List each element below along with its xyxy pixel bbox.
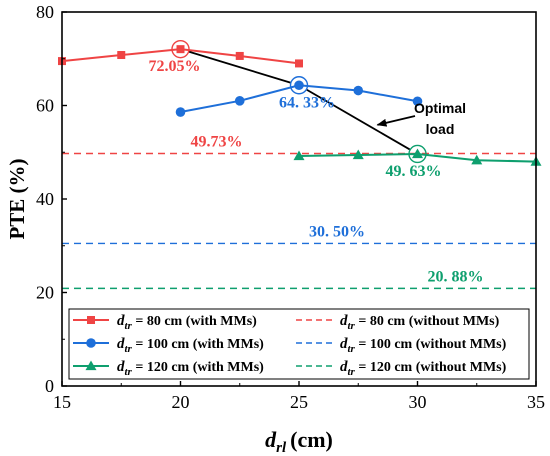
reference-label-0: 49.73% (191, 134, 243, 151)
legend-label-r2: dtr = 120 cm (without MMs) (340, 359, 507, 378)
optimal-value-label-0: 72.05% (149, 58, 201, 75)
legend-label-r0: dtr = 80 cm (without MMs) (340, 313, 500, 332)
optimal-value-label-1: 64. 33% (279, 94, 335, 111)
y-axis-title: PTE (%) (5, 158, 29, 239)
optimal-point-ring-0 (171, 39, 190, 59)
optimal-load-label-line1: Optimal (414, 100, 466, 116)
value-labels: 49.73% 30. 50% 20. 88% 72.05% 64. 33% 49. 63% (149, 58, 484, 285)
series-0-point-4 (295, 59, 303, 68)
x-tick-label-4: 35 (527, 392, 545, 412)
reference-label-1: 30. 50% (309, 223, 365, 240)
legend-label-s0: dtr = 80 cm (with MMs) (117, 313, 257, 332)
series-0-point-2 (176, 45, 185, 54)
series-2-point-3 (471, 154, 483, 165)
x-tick-label-0: 15 (53, 392, 71, 412)
series-2-point-2 (412, 148, 423, 159)
legend: dtr = 80 cm (with MMs) dtr = 100 cm (with… (68, 308, 530, 380)
optimal-value-label-2: 49. 63% (386, 163, 442, 180)
legend-marker-s2 (85, 360, 97, 371)
x-tick-label-1: 20 (172, 392, 190, 412)
legend-label-s1: dtr = 100 cm (with MMs) (117, 336, 264, 355)
optimal-load-arrow (376, 115, 416, 127)
x-tick-label-2: 25 (290, 392, 308, 412)
optimal-load-group: Optimal load (171, 39, 466, 164)
y-tick-label-2: 40 (36, 189, 54, 209)
legend-marker-s1 (86, 338, 96, 348)
y-tick-label-4: 80 (36, 2, 54, 22)
y-tick-label-3: 60 (36, 96, 54, 116)
series-1-point-1 (234, 96, 245, 106)
series-1-point-4 (412, 96, 423, 107)
axes: 15 20 25 30 35 0 20 40 60 80 drl (cm) PTE (%) (5, 2, 545, 456)
reference-label-2: 20. 88% (428, 268, 484, 285)
y-tick-label-1: 20 (36, 283, 54, 303)
reference-lines (62, 152, 536, 290)
series-0-point-1 (117, 51, 126, 60)
optimal-point-ring-2 (408, 144, 427, 164)
optimal-connector-1 (306, 88, 411, 151)
x-axis-title-unit: (cm) (290, 427, 333, 452)
series-2-point-0 (293, 150, 305, 161)
legend-marker-s0 (87, 316, 95, 324)
series-2-point-1 (352, 149, 364, 160)
series-group (58, 45, 542, 166)
series-1-point-2 (294, 80, 304, 91)
legend-label-s2: dtr = 120 cm (with MMs) (117, 359, 264, 378)
legend-label-r1: dtr = 100 cm (without MMs) (340, 336, 507, 355)
x-axis-title-sub: rl (276, 440, 287, 456)
x-axis-title-main: d (265, 427, 277, 452)
x-axis-title: drl (cm) (265, 427, 333, 456)
y-tick-label-0: 0 (45, 376, 54, 396)
series-1-point-3 (353, 85, 364, 96)
series-1-point-0 (175, 107, 186, 117)
optimal-connector-0 (188, 50, 291, 84)
optimal-load-label-line2: load (426, 121, 455, 137)
x-tick-label-3: 30 (409, 392, 427, 412)
optimal-point-ring-1 (289, 76, 309, 95)
series-0-point-3 (235, 51, 244, 60)
